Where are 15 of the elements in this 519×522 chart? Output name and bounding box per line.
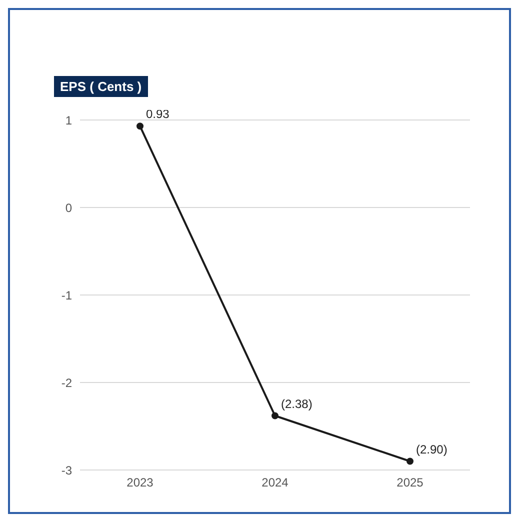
data-label: 0.93 bbox=[146, 107, 170, 122]
x-tick-label: 2024 bbox=[262, 476, 289, 490]
point bbox=[272, 412, 278, 420]
y-tick-label: 0 bbox=[65, 200, 72, 215]
point bbox=[406, 458, 414, 465]
point bbox=[136, 122, 144, 130]
y-tick-label: 1 bbox=[65, 113, 72, 128]
y-tick-label: -3 bbox=[61, 463, 72, 478]
y-tick-label: -1 bbox=[61, 288, 72, 302]
data-label: (2.90) bbox=[416, 442, 448, 456]
data-label: (2.38) bbox=[281, 396, 312, 411]
y-tick-label: -2 bbox=[61, 376, 72, 390]
x-tick-label: 2023 bbox=[126, 476, 154, 490]
chart-title: EPS ( Cents ) bbox=[54, 76, 148, 97]
x-tick-label: 2025 bbox=[396, 476, 424, 490]
